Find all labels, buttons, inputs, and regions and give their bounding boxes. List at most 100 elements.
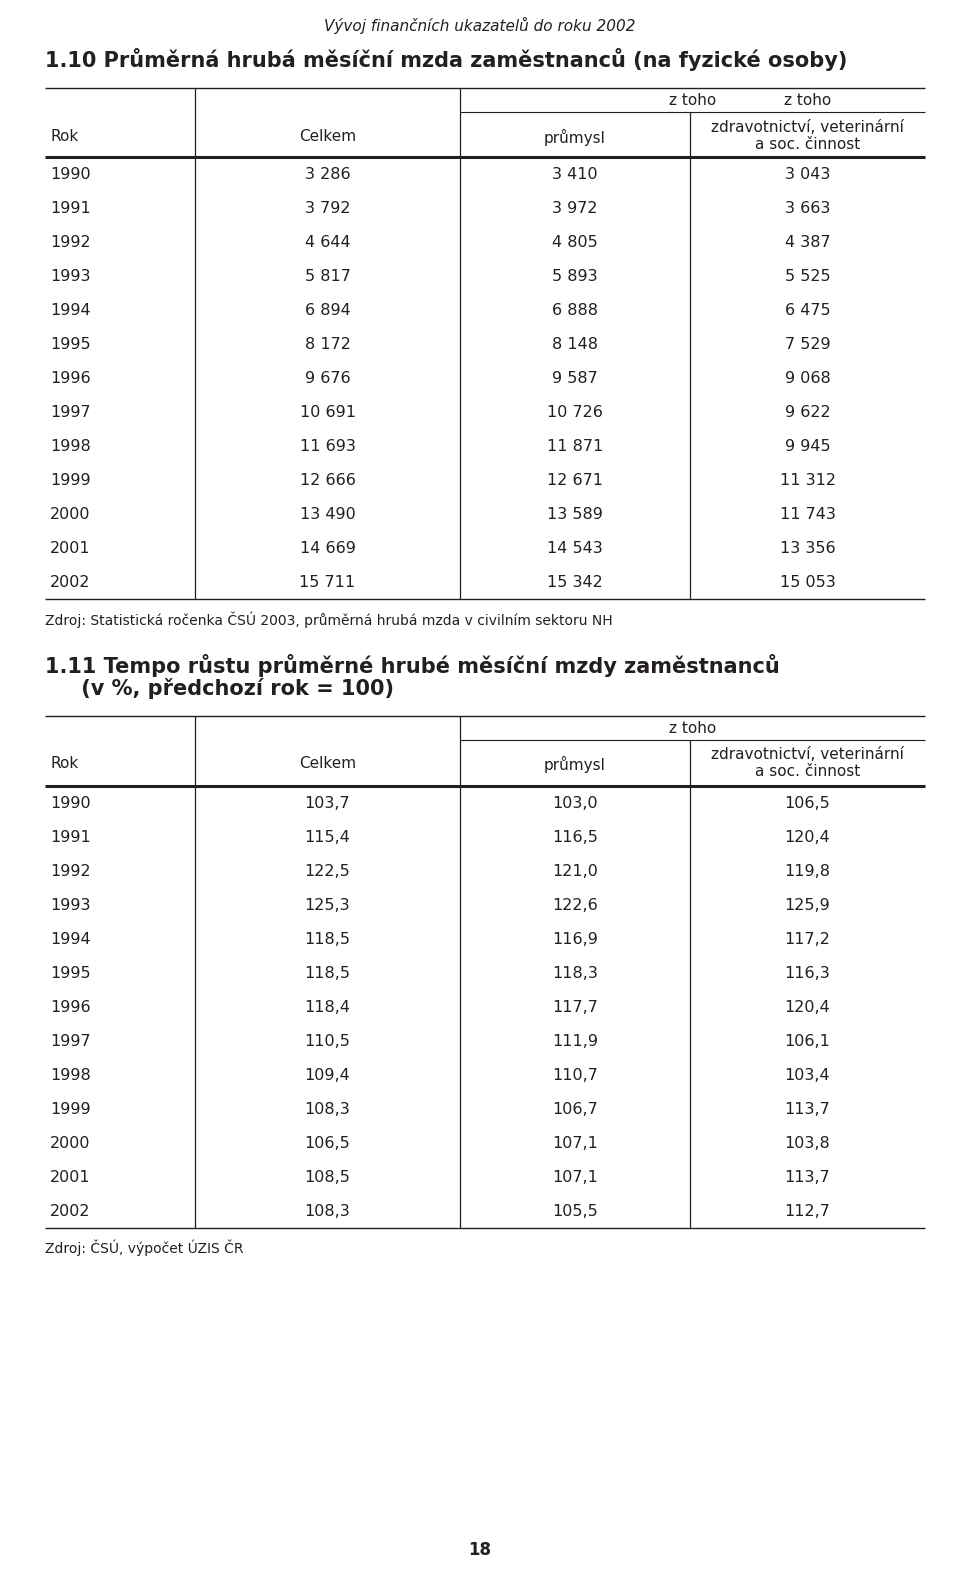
Text: 3 972: 3 972 [552,201,598,217]
Text: 5 893: 5 893 [552,269,598,285]
Text: 1997: 1997 [50,1034,90,1050]
Text: z toho: z toho [669,93,716,108]
Text: 1993: 1993 [50,269,90,285]
Text: 9 676: 9 676 [304,372,350,386]
Text: 113,7: 113,7 [784,1102,830,1118]
Text: 10 691: 10 691 [300,405,355,421]
Text: 122,5: 122,5 [304,863,350,879]
Text: 113,7: 113,7 [784,1170,830,1186]
Text: 2000: 2000 [50,1137,90,1151]
Text: 8 148: 8 148 [552,337,598,353]
Text: 8 172: 8 172 [304,337,350,353]
Text: 1998: 1998 [50,1069,91,1083]
Text: 115,4: 115,4 [304,830,350,844]
Text: 1992: 1992 [50,863,90,879]
Text: 6 894: 6 894 [304,304,350,318]
Text: 118,4: 118,4 [304,1001,350,1015]
Text: 9 945: 9 945 [784,440,830,454]
Text: 14 669: 14 669 [300,541,355,557]
Text: 1995: 1995 [50,966,90,980]
Text: 116,9: 116,9 [552,933,598,947]
Text: průmysl: průmysl [544,130,606,145]
Text: 108,5: 108,5 [304,1170,350,1186]
Text: 4 387: 4 387 [784,236,830,250]
Text: 122,6: 122,6 [552,898,598,912]
Text: 103,8: 103,8 [784,1137,830,1151]
Text: 2000: 2000 [50,508,90,522]
Text: 116,5: 116,5 [552,830,598,844]
Text: 2001: 2001 [50,1170,90,1186]
Text: 1993: 1993 [50,898,90,912]
Text: 15 053: 15 053 [780,575,835,590]
Text: 125,3: 125,3 [304,898,350,912]
Text: 14 543: 14 543 [547,541,603,557]
Text: 117,2: 117,2 [784,933,830,947]
Text: 7 529: 7 529 [784,337,830,353]
Text: 13 490: 13 490 [300,508,355,522]
Text: zdravotnictví, veterinární
a soc. činnost: zdravotnictví, veterinární a soc. činnos… [711,120,904,152]
Text: 1991: 1991 [50,830,91,844]
Text: průmysl: průmysl [544,756,606,773]
Text: 13 589: 13 589 [547,508,603,522]
Text: (v %, předchozí rok = 100): (v %, předchozí rok = 100) [45,678,394,699]
Text: z toho: z toho [784,93,831,108]
Text: zdravotnictví, veterinární
a soc. činnost: zdravotnictví, veterinární a soc. činnos… [711,746,904,779]
Text: 103,7: 103,7 [304,795,350,811]
Text: 120,4: 120,4 [784,830,830,844]
Text: 118,5: 118,5 [304,933,350,947]
Text: 111,9: 111,9 [552,1034,598,1050]
Text: 11 693: 11 693 [300,440,355,454]
Text: 1999: 1999 [50,473,90,489]
Text: 107,1: 107,1 [552,1137,598,1151]
Text: Celkem: Celkem [299,756,356,772]
Text: Vývoj finančních ukazatelů do roku 2002: Vývoj finančních ukazatelů do roku 2002 [324,17,636,35]
Text: 1.10 Průměrná hrubá měsíční mzda zaměstnanců (na fyzické osoby): 1.10 Průměrná hrubá měsíční mzda zaměstn… [45,47,848,71]
Text: Zdroj: Statistická ročenka ČSÚ 2003, průměrná hrubá mzda v civilním sektoru NH: Zdroj: Statistická ročenka ČSÚ 2003, prů… [45,610,612,628]
Text: 118,3: 118,3 [552,966,598,980]
Text: 9 068: 9 068 [784,372,830,386]
Text: 106,5: 106,5 [784,795,830,811]
Text: 1990: 1990 [50,168,90,182]
Text: 1991: 1991 [50,201,91,217]
Text: 125,9: 125,9 [784,898,830,912]
Text: 15 342: 15 342 [547,575,603,590]
Text: 9 622: 9 622 [784,405,830,421]
Text: 10 726: 10 726 [547,405,603,421]
Text: 3 792: 3 792 [304,201,350,217]
Text: 3 286: 3 286 [304,168,350,182]
Text: 5 817: 5 817 [304,269,350,285]
Text: 9 587: 9 587 [552,372,598,386]
Text: 103,4: 103,4 [784,1069,830,1083]
Text: 103,0: 103,0 [552,795,598,811]
Text: 11 743: 11 743 [780,508,835,522]
Text: 106,7: 106,7 [552,1102,598,1118]
Text: 116,3: 116,3 [784,966,830,980]
Text: Zdroj: ČSÚ, výpočet ÚZIS ČR: Zdroj: ČSÚ, výpočet ÚZIS ČR [45,1240,244,1257]
Text: 106,1: 106,1 [784,1034,830,1050]
Text: 117,7: 117,7 [552,1001,598,1015]
Text: 2001: 2001 [50,541,90,557]
Text: 3 410: 3 410 [552,168,598,182]
Text: 11 871: 11 871 [547,440,603,454]
Text: 5 525: 5 525 [784,269,830,285]
Text: 1996: 1996 [50,1001,90,1015]
Text: 110,7: 110,7 [552,1069,598,1083]
Text: 1994: 1994 [50,304,90,318]
Text: 12 671: 12 671 [547,473,603,489]
Text: 3 663: 3 663 [785,201,830,217]
Text: 13 356: 13 356 [780,541,835,557]
Text: 105,5: 105,5 [552,1205,598,1219]
Text: 1.11 Tempo růstu průměrné hrubé měsíční mzdy zaměstnanců: 1.11 Tempo růstu průměrné hrubé měsíční … [45,655,780,677]
Text: 120,4: 120,4 [784,1001,830,1015]
Text: Rok: Rok [50,756,79,772]
Text: 118,5: 118,5 [304,966,350,980]
Text: Rok: Rok [50,130,79,144]
Text: 1999: 1999 [50,1102,90,1118]
Text: 18: 18 [468,1541,492,1559]
Text: 11 312: 11 312 [780,473,835,489]
Text: 109,4: 109,4 [304,1069,350,1083]
Text: Celkem: Celkem [299,130,356,144]
Text: 1996: 1996 [50,372,90,386]
Text: 121,0: 121,0 [552,863,598,879]
Text: 4 805: 4 805 [552,236,598,250]
